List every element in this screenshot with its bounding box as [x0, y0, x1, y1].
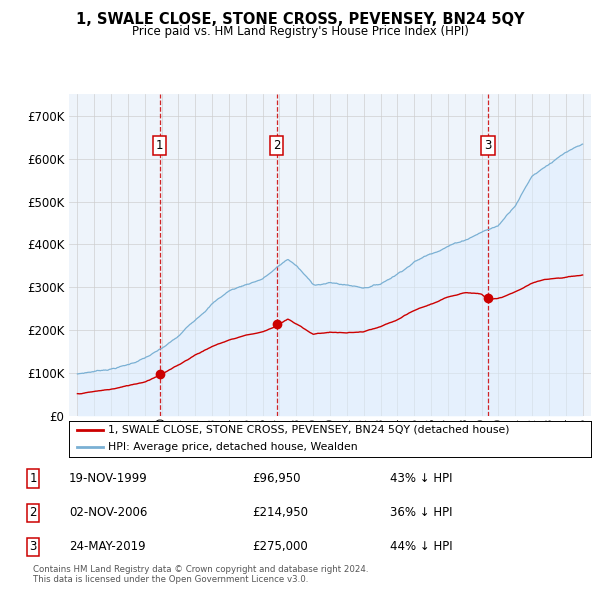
Text: 43% ↓ HPI: 43% ↓ HPI	[390, 472, 452, 485]
Text: 2: 2	[29, 506, 37, 519]
Text: 19-NOV-1999: 19-NOV-1999	[69, 472, 148, 485]
Text: Price paid vs. HM Land Registry's House Price Index (HPI): Price paid vs. HM Land Registry's House …	[131, 25, 469, 38]
Text: 3: 3	[484, 139, 492, 152]
Text: £214,950: £214,950	[252, 506, 308, 519]
Text: 2: 2	[273, 139, 280, 152]
Text: 1: 1	[29, 472, 37, 485]
Text: Contains HM Land Registry data © Crown copyright and database right 2024.: Contains HM Land Registry data © Crown c…	[33, 565, 368, 574]
Text: £96,950: £96,950	[252, 472, 301, 485]
Text: 3: 3	[29, 540, 37, 553]
Text: HPI: Average price, detached house, Wealden: HPI: Average price, detached house, Weal…	[108, 442, 358, 452]
Text: £275,000: £275,000	[252, 540, 308, 553]
Text: 36% ↓ HPI: 36% ↓ HPI	[390, 506, 452, 519]
Text: 1, SWALE CLOSE, STONE CROSS, PEVENSEY, BN24 5QY (detached house): 1, SWALE CLOSE, STONE CROSS, PEVENSEY, B…	[108, 425, 509, 435]
Text: This data is licensed under the Open Government Licence v3.0.: This data is licensed under the Open Gov…	[33, 575, 308, 584]
Text: 44% ↓ HPI: 44% ↓ HPI	[390, 540, 452, 553]
Text: 1, SWALE CLOSE, STONE CROSS, PEVENSEY, BN24 5QY: 1, SWALE CLOSE, STONE CROSS, PEVENSEY, B…	[76, 12, 524, 27]
Text: 02-NOV-2006: 02-NOV-2006	[69, 506, 148, 519]
Text: 1: 1	[156, 139, 163, 152]
Text: 24-MAY-2019: 24-MAY-2019	[69, 540, 146, 553]
